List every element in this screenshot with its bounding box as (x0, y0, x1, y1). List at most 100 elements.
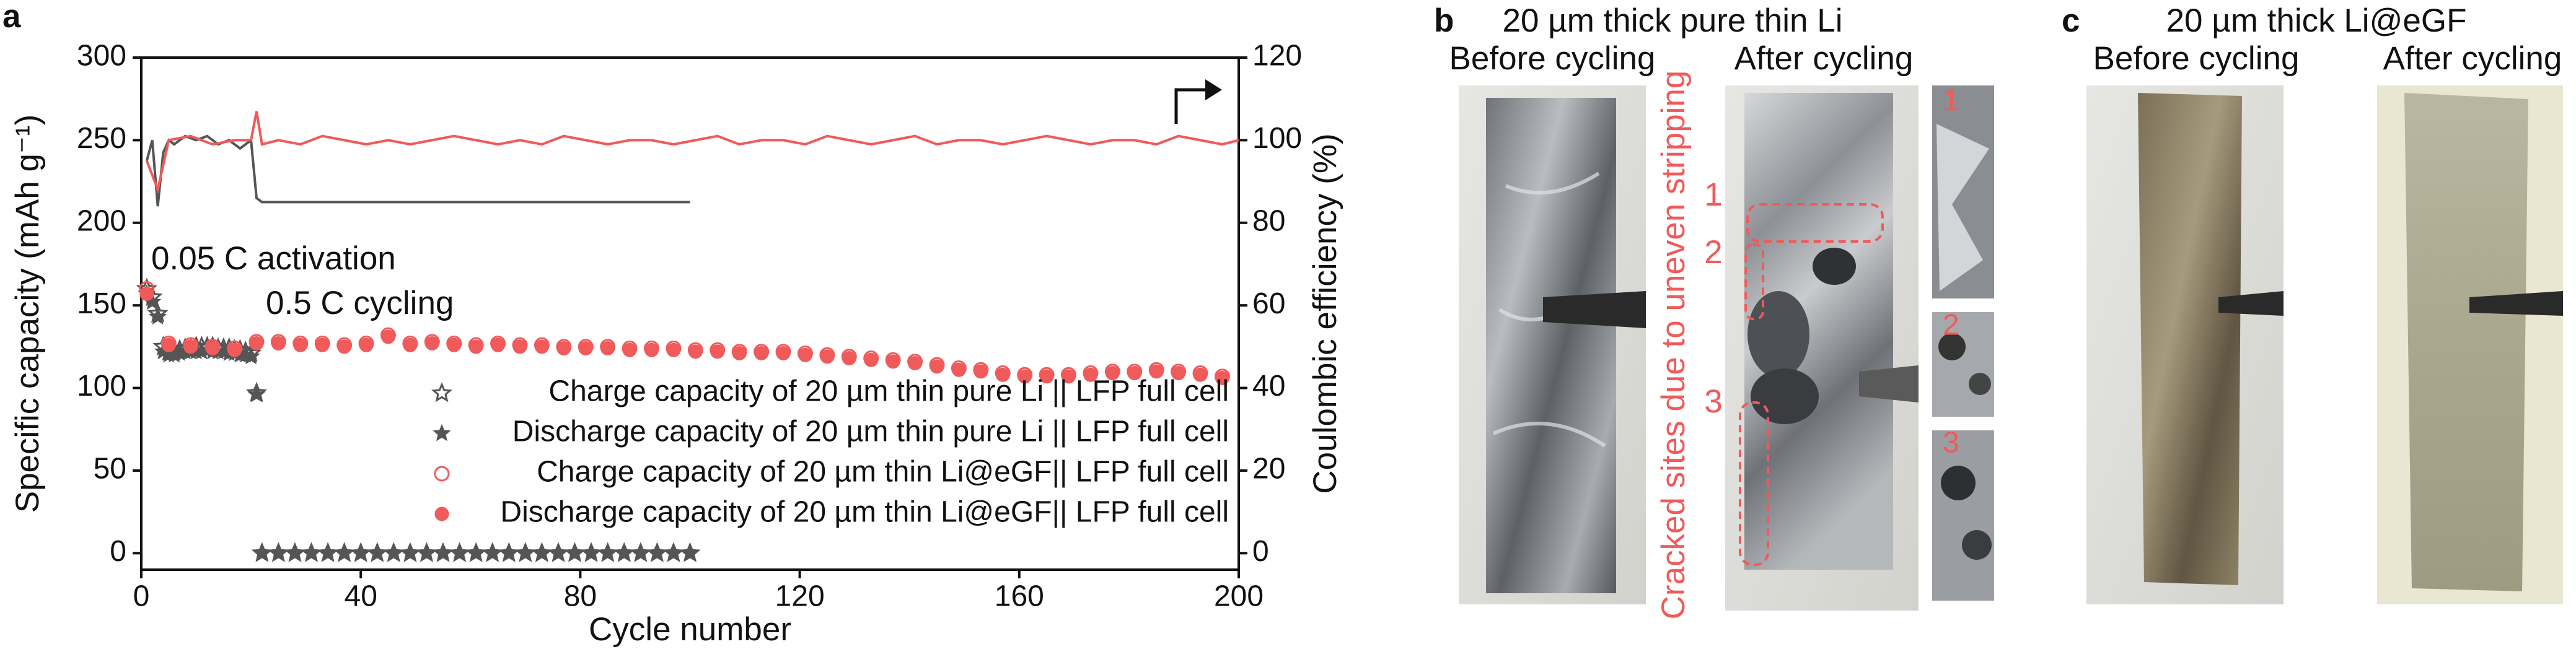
marker (491, 337, 506, 352)
y-tick-label: 250 (77, 122, 126, 155)
x-axis-title: Cycle number (589, 611, 791, 648)
marker (1039, 369, 1054, 384)
y2-tick-label: 80 (1252, 204, 1285, 237)
subtitle: After cycling (2383, 40, 2562, 77)
y-axis-title: Specific capacity (mAh g⁻¹) (9, 115, 46, 513)
arrow-head (1205, 79, 1222, 100)
legend-marker (431, 382, 453, 402)
x-tick-label: 40 (345, 580, 377, 613)
marker (556, 341, 571, 356)
legend-marker (434, 466, 450, 482)
marker (249, 336, 264, 351)
marker (434, 543, 452, 561)
marker (368, 543, 387, 561)
legend-label: Discharge capacity of 20 µm thin Li@eGF|… (500, 496, 1229, 529)
marker (631, 543, 650, 561)
marker (615, 543, 633, 561)
y-tick-label: 100 (77, 370, 126, 402)
marker (664, 543, 683, 561)
marker (688, 344, 703, 359)
marker (269, 543, 288, 561)
marker (447, 337, 462, 352)
marker (351, 543, 370, 561)
y2-axis-title: Coulombic efficiency (%) (1307, 133, 1343, 494)
x-tick-label: 200 (1214, 580, 1264, 613)
marker (754, 346, 769, 361)
marker (842, 351, 856, 366)
marker (417, 543, 436, 561)
legend-label: Charge capacity of 20 µm thin pure Li ||… (548, 375, 1229, 408)
marker (337, 339, 352, 354)
marker (1061, 369, 1076, 384)
marker (359, 337, 374, 352)
marker (302, 543, 321, 561)
y2-tick-label: 0 (1252, 535, 1269, 568)
ce-line (146, 111, 1239, 194)
photo-before (2086, 85, 2284, 604)
marker (532, 543, 551, 561)
inset-label: 2 (1943, 309, 1959, 342)
marker (335, 543, 354, 561)
legend-marker (433, 424, 451, 442)
series (139, 286, 1229, 386)
marker (908, 356, 923, 371)
marker (139, 286, 154, 301)
marker (732, 346, 747, 361)
marker (599, 543, 617, 561)
marker (886, 354, 900, 369)
marker (710, 344, 725, 359)
inset-label: 1 (1943, 84, 1959, 117)
legend-label: Charge capacity of 20 µm thin Li@eGF|| L… (537, 456, 1229, 489)
photo-after (2377, 85, 2563, 604)
y-tick-label: 150 (77, 287, 126, 320)
marker (183, 339, 198, 354)
annotation: 0.05 C activation (151, 240, 396, 277)
marker (315, 337, 330, 352)
insets (1932, 85, 1994, 601)
y-tick-label: 0 (110, 535, 126, 568)
y2-tick-label: 60 (1252, 287, 1285, 320)
marker (467, 543, 485, 561)
marker (149, 307, 167, 325)
x-tick-label: 80 (564, 580, 597, 613)
marker (247, 385, 266, 402)
marker (293, 337, 308, 352)
y2-tick-label: 20 (1252, 453, 1285, 485)
site-label: 3 (1704, 383, 1722, 420)
marker (1215, 371, 1229, 386)
panel-label: c (2062, 2, 2080, 39)
marker (1193, 367, 1208, 382)
arrow (1174, 88, 1211, 124)
marker (161, 337, 176, 352)
marker (253, 543, 271, 561)
marker (401, 543, 420, 561)
subtitle: After cycling (1734, 40, 1914, 77)
marker (468, 339, 483, 354)
marker (974, 364, 988, 379)
marker (534, 339, 549, 354)
marker (930, 359, 944, 374)
marker (864, 352, 879, 367)
marker (578, 341, 593, 356)
ce-line (145, 134, 690, 207)
x-tick-label: 120 (775, 580, 825, 613)
x-tick-label: 0 (133, 580, 150, 613)
marker (451, 543, 469, 561)
marker (1083, 367, 1098, 382)
annotation: Cracked sites due to uneven stripping (1655, 71, 1692, 620)
legend-marker (434, 507, 449, 521)
marker (1171, 366, 1186, 381)
marker (820, 349, 835, 364)
marker (512, 339, 527, 354)
marker (424, 336, 439, 351)
marker (798, 347, 812, 362)
marker (1105, 366, 1120, 381)
subtitle: Before cycling (1449, 40, 1656, 77)
marker (516, 544, 535, 561)
legend-label: Discharge capacity of 20 µm thin pure Li… (512, 416, 1229, 448)
panel-label: a (2, 0, 21, 35)
marker (680, 543, 700, 561)
panel-title: 20 µm thick pure thin Li (1502, 2, 1842, 39)
x-tick-label: 160 (995, 580, 1044, 613)
